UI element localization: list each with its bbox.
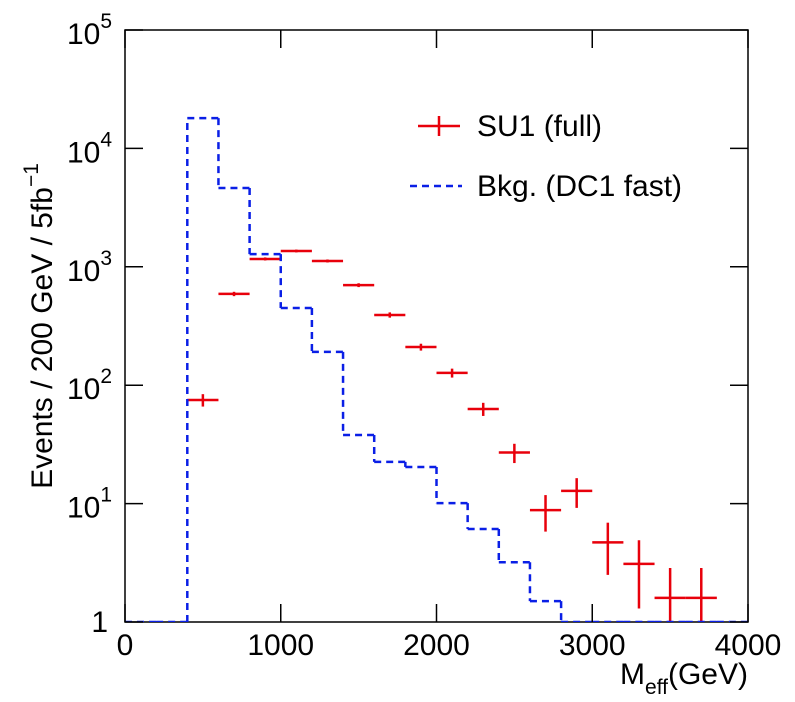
y-tick-base: 10 [67, 255, 100, 288]
x-tick-label: 4000 [715, 629, 782, 662]
x-tick-label: 0 [117, 629, 134, 662]
x-tick-label: 1000 [247, 629, 314, 662]
x-title-sub: eff [645, 676, 668, 699]
y-tick-label: 105 [67, 10, 112, 51]
y-tick-label: 102 [67, 365, 112, 406]
y-tick-label: 1 [91, 606, 108, 639]
y-title-main: Events / 200 GeV / 5fb [26, 187, 59, 489]
x-tick-label: 3000 [559, 629, 626, 662]
plot-area [125, 116, 748, 622]
y-tick-exponent: 1 [100, 484, 112, 507]
x-title-unit: (GeV) [668, 658, 748, 691]
y-tick-exponent: 3 [100, 247, 112, 270]
y-tick-label: 104 [67, 128, 112, 169]
y-tick-base: 10 [67, 136, 100, 169]
x-axis-title: Meff(GeV) [620, 658, 748, 699]
y-tick-exponent: 2 [100, 365, 112, 388]
y-tick-exponent: 4 [100, 128, 112, 151]
y-tick-exponent: 5 [100, 10, 112, 33]
y-tick-label: 103 [67, 247, 112, 288]
legend-label: SU1 (full) [477, 110, 602, 143]
x-tick-label: 2000 [403, 629, 470, 662]
y-tick-base: 10 [67, 373, 100, 406]
y-tick-base: 10 [67, 18, 100, 51]
y-tick-base: 10 [67, 492, 100, 525]
x-title-main: M [620, 658, 645, 691]
y-axis-title: Events / 200 GeV / 5fb−1 [20, 163, 59, 489]
y-tick-label: 101 [67, 484, 112, 525]
y-title-sup: −1 [20, 163, 43, 187]
legend-label: Bkg. (DC1 fast) [477, 170, 682, 203]
